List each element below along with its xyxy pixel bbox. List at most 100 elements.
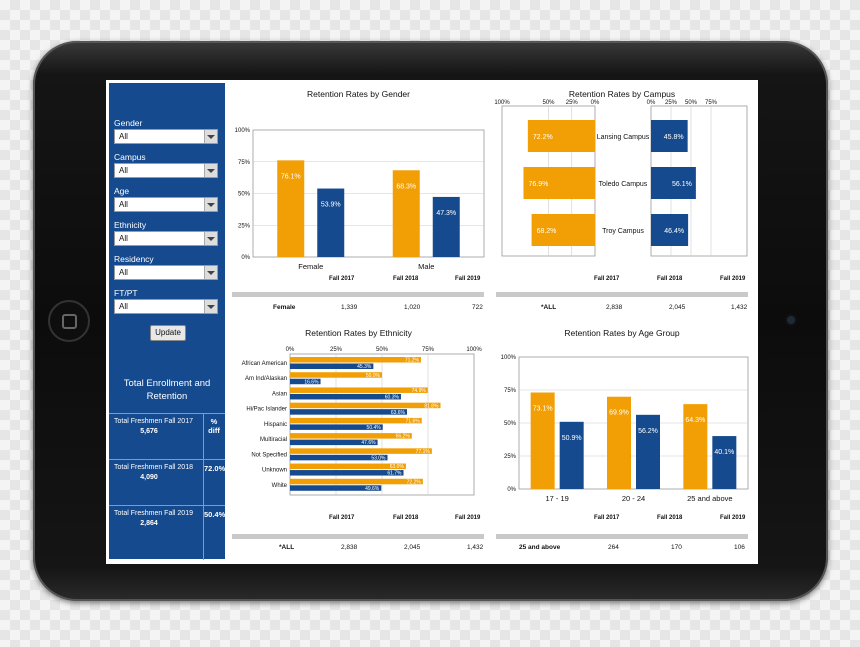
home-square-icon: [62, 314, 77, 329]
category-label: White: [272, 483, 288, 489]
ethnicity-panel: Retention Rates by Ethnicity 0% 25% 50% 75%…: [229, 322, 488, 559]
data-label: 46.4%: [664, 228, 684, 235]
year-label: Fall 2017: [594, 276, 620, 282]
bar: [683, 404, 708, 489]
data-label: 71.2%: [405, 358, 420, 364]
filter-select[interactable]: All: [114, 265, 218, 280]
category-label: Lansing Campus: [597, 134, 650, 141]
campus-chart: 100% 50% 25% 0% 0% 25% 50% 75% 72.2% 45.8% Lansing…: [494, 100, 748, 257]
y-tick-label: 25%: [238, 223, 251, 229]
x-tick-label: 100%: [466, 347, 482, 353]
bar: [290, 387, 428, 393]
y-tick-label: 25%: [504, 454, 517, 460]
filter-label: Campus: [114, 152, 146, 162]
x-tick-label: 25%: [665, 100, 678, 106]
bar: [607, 396, 631, 489]
chevron-down-icon[interactable]: [204, 300, 217, 313]
x-tick-label: 0%: [286, 347, 295, 353]
data-label: 73.1%: [533, 406, 553, 413]
gender-panel: Retention Rates by Gender 0% 25% 50% 75% 100…: [229, 83, 488, 319]
footer-value: 2,838: [606, 304, 623, 311]
bar: [290, 402, 441, 409]
chevron-down-icon[interactable]: [204, 164, 217, 177]
data-label: 50.0%: [366, 373, 381, 379]
data-label: 63.6%: [391, 410, 406, 416]
bar: [290, 439, 378, 446]
enrollment-row-pct: 50.4%: [204, 510, 226, 519]
chevron-down-icon[interactable]: [204, 198, 217, 211]
year-label: Fall 2019: [720, 515, 746, 521]
enrollment-row-value: 5,676: [140, 428, 158, 435]
data-label: 81.8%: [424, 403, 439, 409]
enrollment-row-label: Total Freshmen Fall 2018: [114, 464, 193, 471]
y-tick-label: 100%: [235, 128, 251, 134]
camera-dot: [787, 316, 795, 324]
campus-panel: Retention Rates by Campus 100% 50% 25% 0% 0%…: [491, 83, 753, 319]
data-label: 68.2%: [537, 228, 557, 235]
filter-select[interactable]: All: [114, 197, 218, 212]
bar: [651, 120, 688, 152]
filter-select[interactable]: All: [114, 231, 218, 246]
chevron-down-icon[interactable]: [204, 232, 217, 245]
category-label: African American: [242, 361, 287, 367]
filter-select-value: All: [119, 302, 128, 311]
filter-select-value: All: [119, 132, 128, 141]
data-label: 47.3%: [436, 210, 456, 217]
bar: [290, 448, 432, 454]
category-label: Troy Campus: [602, 228, 644, 235]
filter-select[interactable]: All: [114, 163, 218, 178]
bar: [530, 392, 555, 489]
ethnicity-chart-title: Retention Rates by Ethnicity: [305, 328, 412, 338]
data-label: 72.2%: [407, 479, 422, 485]
filter-label: Age: [114, 186, 130, 196]
scroll-divider: [232, 534, 484, 539]
data-label: 64.3%: [685, 417, 705, 424]
data-label: 45.8%: [664, 134, 684, 141]
year-label: Fall 2019: [720, 276, 746, 282]
bar: [559, 421, 584, 489]
footer-label: *ALL: [541, 304, 557, 311]
chevron-down-icon[interactable]: [204, 266, 217, 279]
bar: [651, 214, 689, 246]
chevron-down-icon[interactable]: [204, 130, 217, 143]
update-button[interactable]: Update: [150, 325, 186, 341]
data-label: 76.1%: [281, 173, 301, 180]
bar: [290, 409, 408, 415]
home-button[interactable]: [48, 300, 90, 342]
bar: [290, 433, 412, 439]
data-label: 68.3%: [396, 183, 416, 190]
filter-select[interactable]: All: [114, 299, 218, 314]
bar: [317, 188, 345, 257]
data-label: 56.1%: [672, 181, 692, 188]
data-label: 74.9%: [412, 388, 427, 394]
age-chart-title: Retention Rates by Age Group: [564, 328, 680, 338]
enrollment-row: Total Freshmen Fall 2018 4,090 72.0%: [109, 459, 225, 506]
year-label: Fall 2017: [594, 515, 620, 521]
data-label: 53.0%: [371, 455, 386, 461]
category-label: Multiracial: [260, 437, 287, 443]
year-label: Fall 2018: [657, 276, 683, 282]
ethnicity-chart: 0% 25% 50% 75% 100% 71.2% 45.3% African America…: [242, 347, 482, 496]
filter-select[interactable]: All: [114, 129, 218, 144]
scroll-divider: [496, 534, 748, 539]
y-tick-label: 100%: [501, 355, 517, 361]
data-label: 40.1%: [714, 449, 734, 456]
year-label: Fall 2019: [455, 276, 481, 282]
footer-value: 722: [472, 304, 483, 311]
footer-value: 2,838: [341, 544, 358, 551]
y-tick-label: 0%: [241, 255, 250, 261]
enrollment-row-value: 4,090: [140, 474, 158, 481]
bar: [290, 357, 422, 363]
data-label: 63.0%: [390, 464, 405, 470]
y-tick-label: 75%: [504, 388, 517, 394]
year-label: Fall 2017: [329, 515, 355, 521]
footer-value: 170: [671, 544, 682, 551]
enrollment-row-value: 2,864: [140, 520, 158, 527]
category-label: Am Ind/Alaskan: [245, 376, 287, 382]
gender-chart-title: Retention Rates by Gender: [306, 89, 410, 99]
x-tick-label: 75%: [422, 347, 435, 353]
x-tick-label: 100%: [494, 100, 510, 106]
data-label: 77.1%: [416, 449, 431, 455]
enrollment-row-label: Total Freshmen Fall 2017: [114, 418, 193, 425]
dashboard-screen: Gender All Campus All Age All Ethnicity All Resi…: [106, 80, 758, 564]
